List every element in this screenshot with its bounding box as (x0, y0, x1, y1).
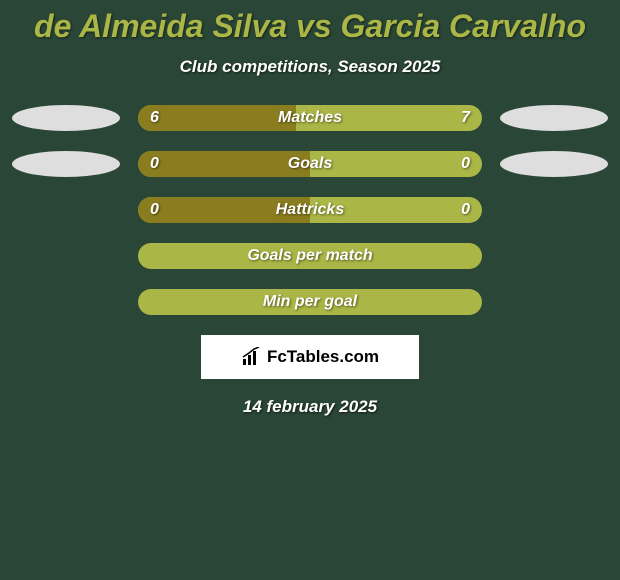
logo-text: FcTables.com (267, 347, 379, 367)
stat-row: 0 Hattricks 0 (0, 197, 620, 223)
player-left-oval (12, 197, 120, 223)
player-right-oval (500, 197, 608, 223)
page-title: de Almeida Silva vs Garcia Carvalho (0, 0, 620, 45)
stat-label: Goals (288, 155, 332, 173)
stat-right-value: 0 (461, 201, 470, 219)
chart-icon (241, 347, 261, 367)
stat-row: 0 Goals 0 (0, 151, 620, 177)
player-left-oval (12, 105, 120, 131)
stat-bar-left-segment (138, 151, 310, 177)
player-right-oval (500, 105, 608, 131)
stat-rows: 6 Matches 7 0 Goals 0 0 Hattricks 0 Goals per mat… (0, 105, 620, 315)
logo-box: FcTables.com (201, 335, 419, 379)
stat-label: Min per goal (263, 293, 357, 311)
stat-bar: 0 Hattricks 0 (138, 197, 482, 223)
player-left-oval (12, 289, 120, 315)
stat-label: Goals per match (247, 247, 372, 265)
player-right-oval (500, 289, 608, 315)
stat-row: 6 Matches 7 (0, 105, 620, 131)
stat-left-value: 0 (150, 155, 159, 173)
date-label: 14 february 2025 (0, 397, 620, 417)
page-subtitle: Club competitions, Season 2025 (0, 57, 620, 77)
stat-row: Min per goal (0, 289, 620, 315)
stat-bar-left-segment (138, 105, 296, 131)
stat-right-value: 0 (461, 155, 470, 173)
player-right-oval (500, 243, 608, 269)
stat-label: Matches (278, 109, 342, 127)
player-left-oval (12, 151, 120, 177)
stat-left-value: 0 (150, 201, 159, 219)
stat-right-value: 7 (461, 109, 470, 127)
stat-bar: Min per goal (138, 289, 482, 315)
stat-bar: 0 Goals 0 (138, 151, 482, 177)
stat-bar: Goals per match (138, 243, 482, 269)
stat-label: Hattricks (276, 201, 344, 219)
player-right-oval (500, 151, 608, 177)
stat-bar: 6 Matches 7 (138, 105, 482, 131)
stat-row: Goals per match (0, 243, 620, 269)
player-left-oval (12, 243, 120, 269)
stat-left-value: 6 (150, 109, 159, 127)
